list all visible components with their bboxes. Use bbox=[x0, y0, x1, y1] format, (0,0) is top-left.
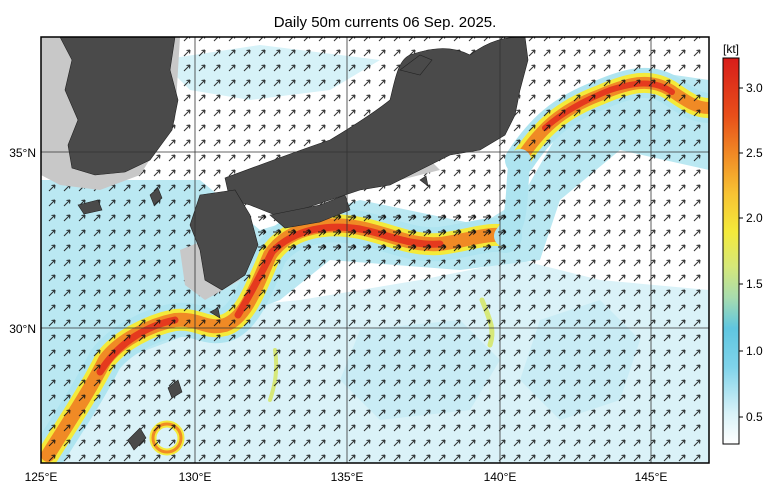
colorbar-tick-1-5: 1.5 bbox=[746, 277, 763, 291]
colorbar-tick-0-5: 0.5 bbox=[746, 410, 763, 424]
honshu-island bbox=[224, 37, 529, 216]
lon-label-140: 140°E bbox=[484, 470, 517, 484]
colorbar-unit: [kt] bbox=[723, 42, 739, 56]
shikoku-island bbox=[269, 194, 351, 229]
izu-island bbox=[419, 175, 429, 187]
map-frame bbox=[40, 36, 710, 464]
lon-label-145: 145°E bbox=[635, 470, 668, 484]
map-area bbox=[41, 37, 709, 463]
yakushima-island bbox=[209, 307, 221, 319]
korea-peninsula bbox=[59, 37, 179, 176]
colorbar-tick-3-0: 3.0 bbox=[746, 81, 763, 95]
land-masses bbox=[59, 37, 529, 451]
colorbar-tick-1-0: 1.0 bbox=[746, 344, 763, 358]
lon-label-135: 135°E bbox=[331, 470, 364, 484]
graticule bbox=[41, 37, 709, 463]
lon-label-125: 125°E bbox=[25, 470, 58, 484]
tsushima-island bbox=[149, 187, 163, 206]
lat-label-35: 35°N bbox=[9, 146, 36, 160]
colorbar-tick-2-5: 2.5 bbox=[746, 146, 763, 160]
okinawa-island bbox=[127, 427, 147, 451]
map-title: Daily 50m currents 06 Sep. 2025. bbox=[273, 14, 497, 31]
lat-label-30: 30°N bbox=[9, 322, 36, 336]
amami-island bbox=[167, 379, 183, 399]
jeju-island bbox=[77, 199, 103, 215]
lon-label-130: 130°E bbox=[179, 470, 212, 484]
colorbar-tick-2-0: 2.0 bbox=[746, 211, 763, 225]
colorbar-scale bbox=[722, 57, 740, 445]
colorbar: [kt] 3.0 2.5 2.0 1.5 1.0 0.5 bbox=[722, 42, 763, 445]
northern-honshu-tip bbox=[399, 54, 433, 76]
current-vectors-east bbox=[230, 215, 510, 255]
